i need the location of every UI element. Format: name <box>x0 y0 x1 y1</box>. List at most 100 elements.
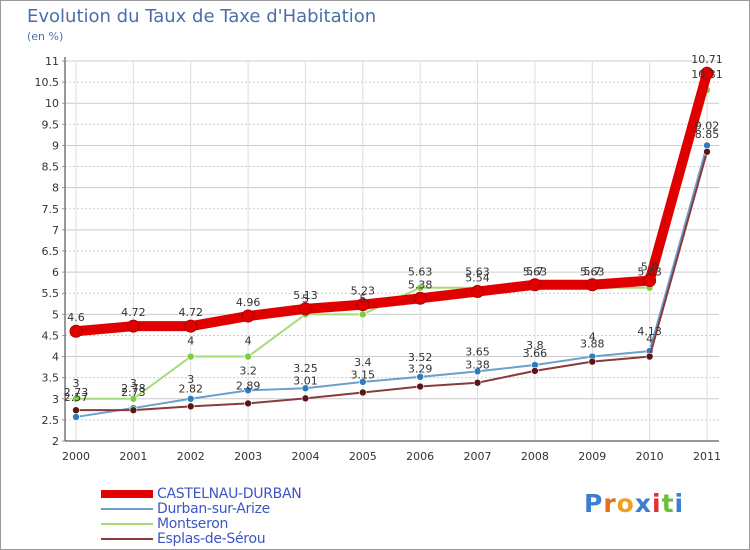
data-label: 3 <box>187 373 194 386</box>
logo-letter: i <box>674 489 685 518</box>
y-tick-label: 3.5 <box>42 372 60 385</box>
data-label: 3 <box>73 377 80 390</box>
legend-item: Montseron <box>101 516 301 532</box>
data-point <box>72 413 80 421</box>
data-label: 5.8 <box>641 261 659 274</box>
data-label: 4 <box>646 333 653 346</box>
data-label: 3.38 <box>465 359 490 372</box>
data-point <box>585 278 599 292</box>
y-tick-label: 7 <box>52 224 59 237</box>
data-point <box>531 367 539 375</box>
data-point <box>473 367 482 376</box>
data-label: 5.63 <box>523 266 548 279</box>
series-line <box>71 68 712 337</box>
series-line <box>75 89 708 400</box>
data-label: 5.63 <box>580 266 605 279</box>
x-tick-label: 2006 <box>406 450 434 463</box>
logo-letter: i <box>652 489 662 518</box>
data-label: 5 <box>302 292 309 305</box>
proxiti-logo: Proxiti <box>584 489 684 518</box>
data-point <box>244 399 252 408</box>
legend-label: CASTELNAU-DURBAN <box>157 485 302 502</box>
y-tick-label: 7.5 <box>42 203 60 216</box>
data-label: 5.23 <box>351 285 376 298</box>
y-tick-label: 10 <box>45 97 59 110</box>
data-point <box>241 309 255 323</box>
legend-swatch <box>101 522 153 525</box>
data-label: 2.73 <box>121 386 146 399</box>
data-label: 4 <box>245 335 252 348</box>
data-point <box>416 283 424 292</box>
logo-letter: o <box>616 489 635 518</box>
series-line <box>75 144 708 418</box>
legend-item: CASTELNAU-DURBAN <box>101 485 302 502</box>
y-tick-label: 2 <box>52 435 59 448</box>
data-point <box>700 66 714 80</box>
data-label: 4.72 <box>121 306 146 319</box>
data-point <box>359 388 367 397</box>
data-point <box>588 357 597 366</box>
data-point <box>703 141 711 150</box>
y-tick-label: 3 <box>52 393 59 406</box>
data-label: 4.6 <box>67 311 85 324</box>
data-point <box>643 274 657 288</box>
data-point <box>301 384 310 393</box>
data-label: 2.78 <box>121 382 146 395</box>
data-point <box>703 147 711 156</box>
data-label: 5.7 <box>584 265 602 278</box>
data-label: 4 <box>589 331 596 344</box>
chart-legend: CASTELNAU-DURBAN Durban-sur-Arize Montse… <box>101 485 302 547</box>
y-tick-label: 6 <box>52 266 59 279</box>
data-point <box>72 406 80 414</box>
data-label: 3.29 <box>408 363 433 376</box>
data-point <box>301 394 310 403</box>
data-point <box>186 402 195 411</box>
y-tick-label: 9.5 <box>42 118 60 131</box>
data-point <box>186 352 195 361</box>
x-tick-label: 2008 <box>521 450 549 463</box>
data-label: 10.71 <box>691 53 723 66</box>
data-label: 3.88 <box>580 338 605 351</box>
data-label: 2.57 <box>64 391 89 404</box>
legend-label: Durban-sur-Arize <box>157 500 270 517</box>
data-point <box>186 394 195 403</box>
logo-letter: t <box>661 489 675 518</box>
data-label: 5.7 <box>526 265 544 278</box>
legend-swatch <box>101 537 153 540</box>
x-tick-label: 2005 <box>349 450 377 463</box>
data-point <box>416 382 424 391</box>
x-tick-label: 2009 <box>578 450 606 463</box>
data-label: 4 <box>187 335 194 348</box>
chart-subtitle: (en %) <box>27 30 64 43</box>
data-point <box>416 373 424 381</box>
data-label: 4.72 <box>178 306 203 319</box>
data-label: 3.65 <box>465 345 490 358</box>
data-point <box>359 378 367 386</box>
data-point <box>129 394 138 403</box>
data-label: 2.89 <box>236 379 261 392</box>
data-label: 9.02 <box>695 119 720 132</box>
data-label: 3.25 <box>293 362 318 375</box>
data-point <box>356 298 370 312</box>
data-label: 2.73 <box>64 386 89 399</box>
legend-label: Esplas-de-Sérou <box>157 530 266 547</box>
data-point <box>473 378 482 387</box>
legend-item: Durban-sur-Arize <box>101 500 301 517</box>
chart-title: Evolution du Taux de Taxe d'Habitation <box>27 6 377 27</box>
legend-swatch <box>101 489 153 498</box>
data-label: 3 <box>130 377 137 390</box>
data-label: 3.52 <box>408 351 433 364</box>
data-label: 10.31 <box>691 68 723 81</box>
data-point <box>298 302 312 316</box>
data-label: 2.82 <box>178 382 203 395</box>
y-tick-label: 5 <box>52 308 59 321</box>
x-tick-label: 2004 <box>291 450 319 463</box>
data-label: 4.96 <box>236 296 261 309</box>
data-point <box>69 324 83 338</box>
y-tick-label: 10.5 <box>35 76 60 89</box>
data-label: 5 <box>359 292 366 305</box>
x-tick-label: 2001 <box>119 450 147 463</box>
y-tick-label: 4 <box>52 351 59 364</box>
